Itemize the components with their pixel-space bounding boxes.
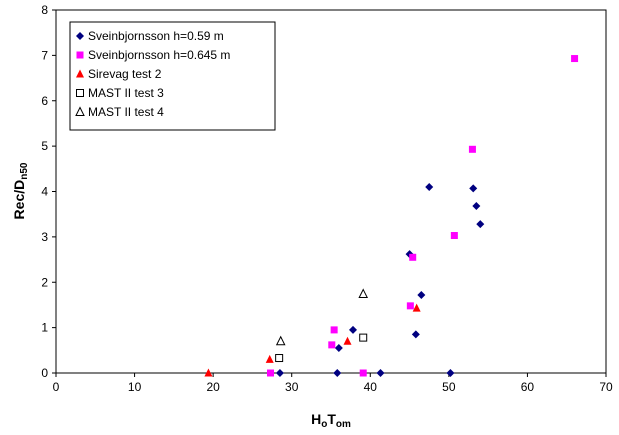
legend: Sveinbjornsson h=0.59 m Sveinbjornsson h=… <box>69 21 276 131</box>
data-point-series-1 <box>333 369 342 377</box>
y-tick-label: 4 <box>41 185 48 199</box>
data-point-series-3 <box>412 303 421 312</box>
y-tick-label: 5 <box>41 139 48 153</box>
legend-marker-series-4 <box>76 89 84 97</box>
x-tick-label: 0 <box>53 380 60 394</box>
data-point-series-5 <box>275 335 286 346</box>
data-point-series-4 <box>359 333 368 342</box>
data-point-series-1 <box>417 290 426 299</box>
data-point-series-1 <box>349 325 357 334</box>
x-axis-title-sub1: o <box>321 419 327 430</box>
legend-marker-series-3 <box>76 69 84 78</box>
legend-marker-series-2 <box>76 51 84 59</box>
data-point-series-2 <box>328 341 336 349</box>
legend-label-series-5: MAST II test 4 <box>88 105 164 119</box>
legend-marker-series-5 <box>75 106 85 116</box>
x-tick-label: 50 <box>442 380 456 394</box>
data-point-series-2 <box>409 253 417 261</box>
x-tick-label: 70 <box>599 380 613 394</box>
y-tick-label: 0 <box>41 366 48 380</box>
data-point-series-3 <box>204 368 213 377</box>
data-point-series-2 <box>330 326 338 334</box>
data-point-series-2 <box>359 369 367 377</box>
data-point-series-1 <box>446 369 455 377</box>
x-axis-title: HoTom <box>311 411 351 430</box>
data-point-series-2 <box>468 145 476 153</box>
data-point-series-1 <box>411 330 420 339</box>
data-point-series-2 <box>571 55 579 63</box>
y-tick-label: 6 <box>41 94 48 108</box>
points-layer <box>204 55 579 377</box>
data-point-series-1 <box>469 184 478 193</box>
data-point-series-1 <box>476 220 485 229</box>
legend-marker-series-1 <box>76 32 84 40</box>
x-axis-title-mid: T <box>327 411 336 427</box>
data-point-series-3 <box>265 354 274 363</box>
x-tick-label: 60 <box>521 380 535 394</box>
data-point-series-1 <box>275 369 284 377</box>
x-tick-label: 10 <box>128 380 142 394</box>
y-tick-label: 3 <box>41 230 48 244</box>
y-tick-label: 8 <box>41 3 48 17</box>
y-axis-title-sub: n50 <box>19 162 30 180</box>
y-tick-label: 2 <box>41 275 48 289</box>
y-tick-label: 7 <box>41 48 48 62</box>
data-point-series-3 <box>343 336 352 345</box>
data-point-series-1 <box>376 369 385 377</box>
x-tick-label: 40 <box>364 380 378 394</box>
legend-label-series-1: Sveinbjornsson h=0.59 m <box>88 29 224 43</box>
data-point-series-2 <box>267 369 274 377</box>
data-point-series-1 <box>472 202 481 211</box>
data-point-series-2 <box>406 302 414 310</box>
data-point-series-1 <box>425 182 434 191</box>
legend-box <box>69 21 276 131</box>
legend-label-series-3: Sirevag test 2 <box>88 67 162 81</box>
legend-items: Sveinbjornsson h=0.59 m Sveinbjornsson h=… <box>75 29 230 119</box>
data-point-series-5 <box>358 288 369 299</box>
x-axis-title-main: H <box>311 411 321 427</box>
x-tick-label: 20 <box>206 380 220 394</box>
tick-layer: 0 10 20 30 40 50 60 70 0 1 2 3 4 5 6 7 8 <box>41 3 613 394</box>
data-point-series-4 <box>275 354 284 363</box>
legend-label-series-4: MAST II test 3 <box>88 86 164 100</box>
x-axis-title-sub2: om <box>336 419 351 430</box>
data-point-series-2 <box>450 232 458 240</box>
y-tick-label: 1 <box>41 321 48 335</box>
legend-label-series-2: Sveinbjornsson h=0.645 m <box>88 48 230 62</box>
y-axis-title: Rec/Dn50 <box>11 162 30 219</box>
data-point-series-1 <box>334 344 343 353</box>
y-axis-title-main: Rec/D <box>11 180 27 220</box>
x-tick-label: 30 <box>285 380 299 394</box>
